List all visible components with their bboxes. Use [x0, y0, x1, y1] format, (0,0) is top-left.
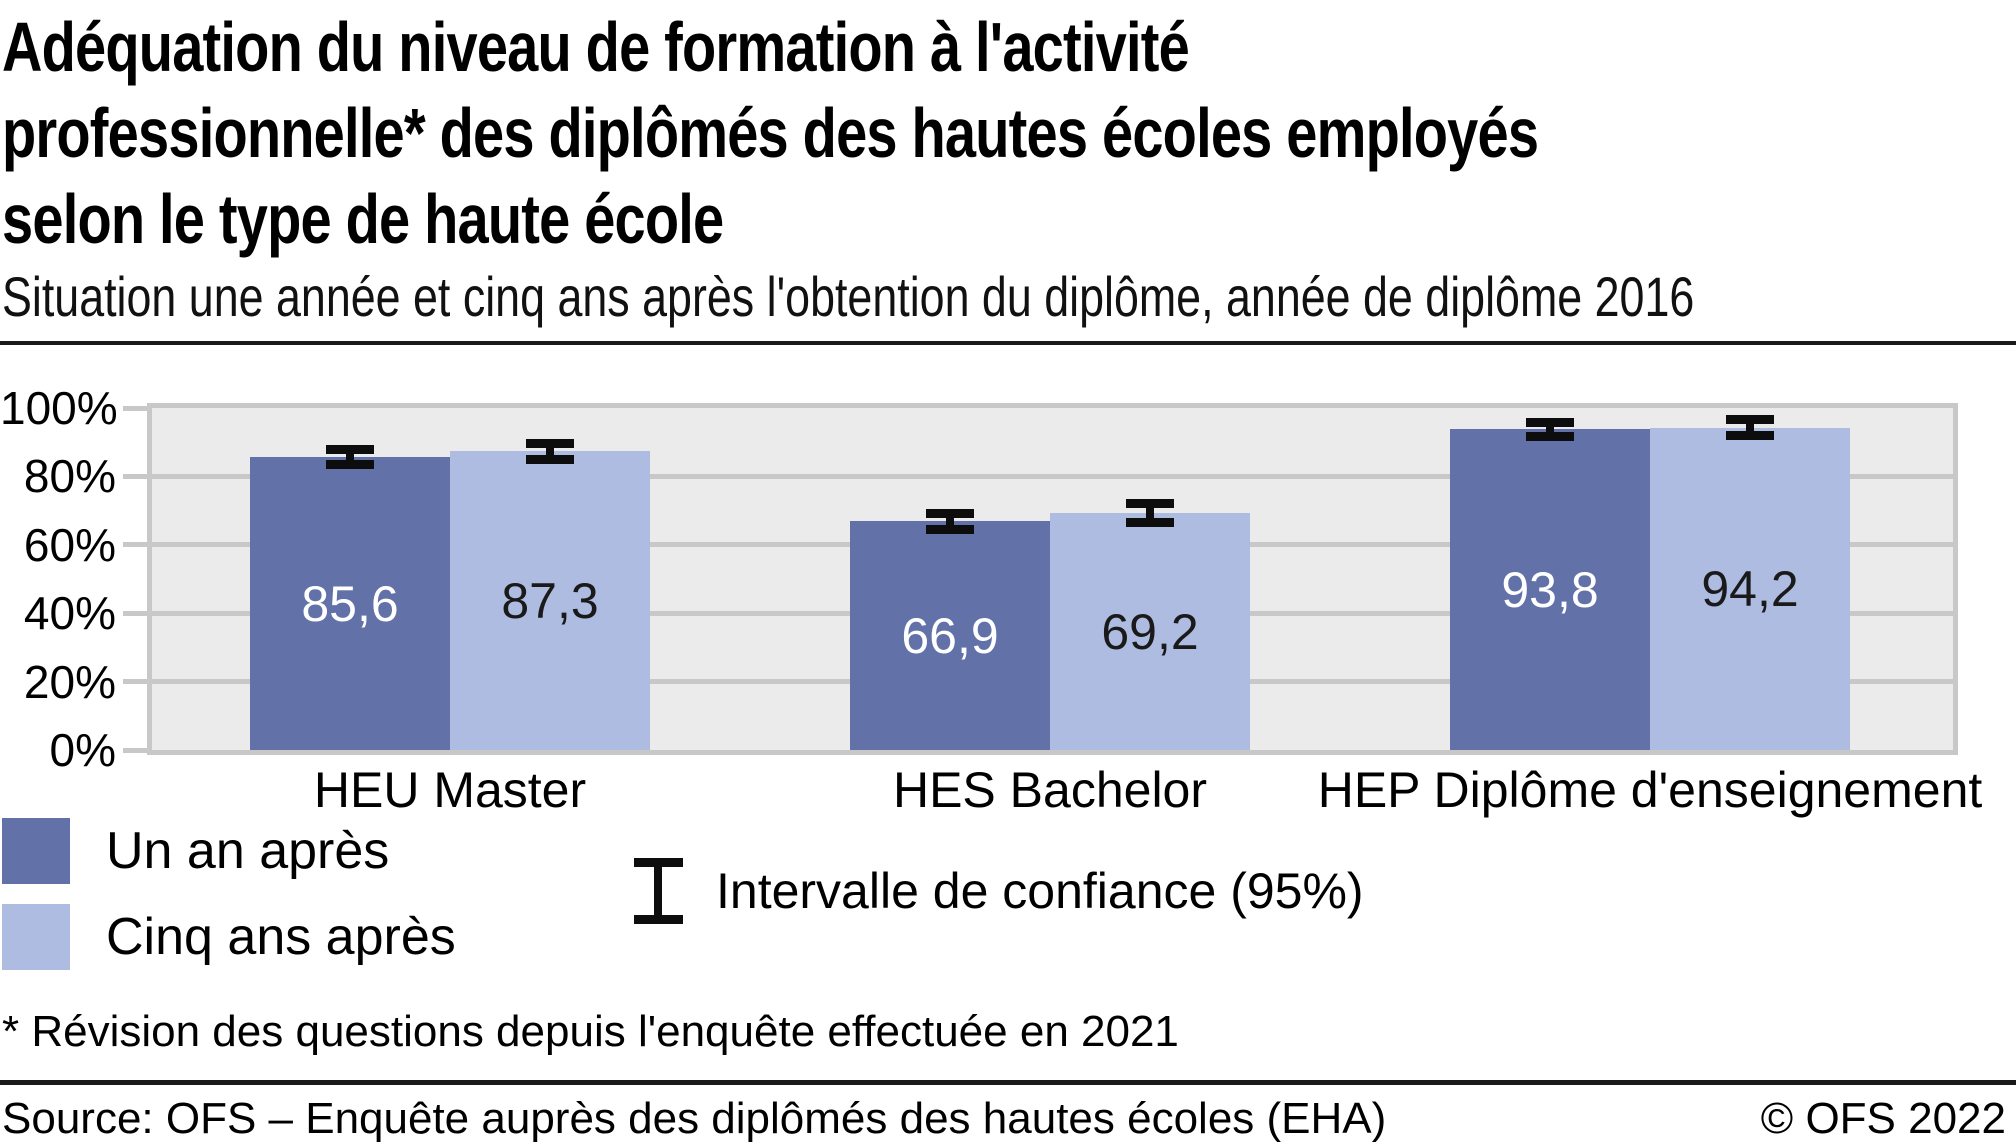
bar: 94,2 — [1650, 427, 1850, 750]
y-axis-tick — [123, 473, 147, 479]
bar-value-label: 93,8 — [1501, 561, 1599, 618]
bar-value-label: 66,9 — [901, 607, 999, 664]
y-axis-tick — [123, 542, 147, 548]
y-axis-tick-label: 60% — [23, 518, 116, 571]
bar-value-label: 69,2 — [1101, 603, 1199, 660]
error-bar — [1526, 417, 1574, 441]
category-label: HEP Diplôme d'enseignement — [1317, 762, 1983, 818]
category-label: HEU Master — [313, 762, 587, 818]
error-bar — [926, 508, 974, 534]
legend-swatch-un-an-apres — [2, 818, 70, 884]
y-axis-tick — [123, 747, 147, 753]
legend-label-un-an-apres: Un an après — [106, 822, 390, 880]
bar: 69,2 — [1050, 513, 1250, 750]
subtitle: Situation une année et cinq ans après l'… — [2, 265, 1695, 328]
bar: 66,9 — [850, 521, 1050, 750]
confidence-interval-legend-label: Intervalle de confiance (95%) — [716, 863, 1364, 919]
y-axis-tick-label: 0% — [49, 724, 116, 776]
page-title-line-2: professionnelle* des diplômés des hautes… — [2, 94, 1539, 172]
y-axis-tick-label: 40% — [23, 587, 116, 640]
y-axis-tick — [123, 610, 147, 616]
bar-chart: 85,6 87,3 66,9 69,2 93,8 94,2 — [152, 408, 1953, 750]
y-axis-tick-label: 80% — [23, 450, 116, 503]
page-title-line-3: selon le type de haute école — [2, 180, 724, 258]
bar: 87,3 — [450, 451, 650, 750]
y-axis-tick-label: 100% — [0, 382, 118, 434]
bar-value-label: 87,3 — [501, 572, 599, 629]
bar-value-label: 94,2 — [1701, 560, 1799, 617]
legend-swatch-cinq-ans-apres — [2, 904, 70, 970]
y-axis-tick-label: 20% — [23, 655, 116, 708]
legend-label-cinq-ans-apres: Cinq ans après — [106, 908, 456, 966]
error-bar — [326, 445, 374, 470]
bar: 85,6 — [250, 457, 450, 750]
header-divider — [0, 341, 2016, 345]
footer-divider — [0, 1080, 2016, 1085]
error-bar — [1126, 499, 1174, 528]
page-title: Adéquation du niveau de formation à l'ac… — [2, 4, 1539, 262]
footnote: * Révision des questions depuis l'enquêt… — [2, 1007, 1179, 1056]
error-bar — [526, 439, 574, 464]
copyright-text: © OFS 2022 — [1760, 1094, 2006, 1143]
y-axis-tick — [123, 679, 147, 685]
page-title-line-1: Adéquation du niveau de formation à l'ac… — [2, 8, 1190, 86]
y-axis-tick — [123, 405, 147, 411]
confidence-interval-icon — [634, 858, 683, 924]
error-bar — [1726, 415, 1774, 441]
bar: 93,8 — [1450, 429, 1650, 750]
category-label: HES Bachelor — [892, 762, 1208, 818]
gridline — [152, 473, 1953, 479]
source-text: Source: OFS – Enquête auprès des diplômé… — [2, 1094, 1387, 1143]
bar-value-label: 85,6 — [301, 575, 399, 632]
